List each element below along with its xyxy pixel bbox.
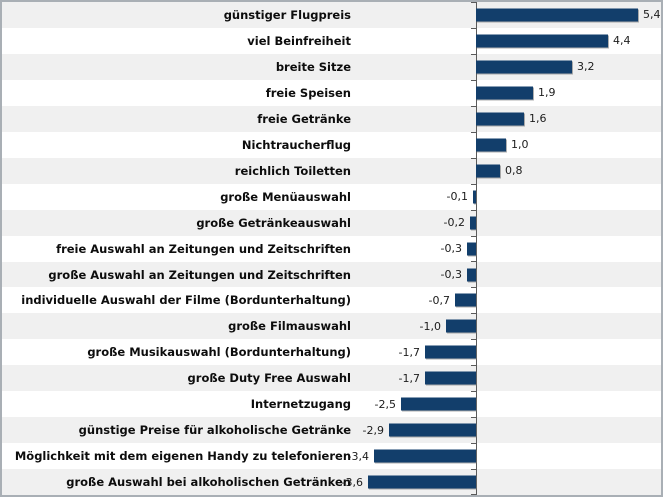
axis-baseline: [476, 2, 477, 495]
bar: [476, 164, 500, 178]
value-label: 5,4: [643, 8, 661, 22]
chart-row: große Musikauswahl (Bordunterhaltung) -1,…: [2, 339, 661, 366]
value-label: -2,9: [362, 423, 384, 437]
chart-row: individuelle Auswahl der Filme (Bordunte…: [2, 287, 661, 314]
bar: [425, 371, 476, 385]
axis-tick: [471, 417, 476, 418]
bar: [476, 112, 524, 126]
axis-tick: [471, 313, 476, 314]
chart-row: günstige Preise für alkoholische Getränk…: [2, 417, 661, 444]
value-label: -3,6: [341, 475, 363, 489]
bar: [368, 475, 476, 489]
value-label: -0,1: [446, 190, 468, 204]
chart-row: freie Auswahl an Zeitungen und Zeitschri…: [2, 235, 661, 262]
category-label: große Getränkeauswahl: [196, 215, 351, 230]
value-label: -2,5: [374, 397, 396, 411]
bar: [446, 319, 476, 333]
axis-tick: [471, 261, 476, 262]
axis-tick: [471, 158, 476, 159]
axis-tick: [471, 494, 476, 495]
value-label: -3,4: [347, 449, 369, 463]
category-label: günstiger Flugpreis: [223, 7, 351, 22]
bar: [389, 423, 476, 437]
category-label: große Menüauswahl: [220, 189, 351, 204]
chart-row: Möglichkeit mit dem eigenen Handy zu tel…: [2, 443, 661, 470]
category-label: große Auswahl bei alkoholischen Getränke…: [66, 475, 351, 490]
bar: [374, 449, 476, 463]
value-label: 1,6: [529, 112, 547, 126]
value-label: 4,4: [613, 34, 631, 48]
bar: [476, 138, 506, 152]
value-label: 1,9: [538, 86, 556, 100]
category-label: große Auswahl an Zeitungen und Zeitschri…: [48, 267, 351, 282]
category-label: freie Getränke: [257, 111, 351, 126]
bar: [476, 60, 572, 74]
value-label: -1,7: [398, 345, 420, 359]
axis-tick: [471, 287, 476, 288]
category-label: günstige Preise für alkoholische Getränk…: [78, 423, 351, 438]
axis-tick: [471, 132, 476, 133]
category-label: individuelle Auswahl der Filme (Bordunte…: [21, 293, 351, 308]
axis-tick: [471, 54, 476, 55]
bar: [425, 345, 476, 359]
value-label: -0,3: [440, 242, 462, 256]
axis-tick: [471, 391, 476, 392]
bar: [467, 242, 476, 256]
bar: [467, 268, 476, 281]
chart-row: freie Speisen 1,9: [2, 79, 661, 106]
category-label: Möglichkeit mit dem eigenen Handy zu tel…: [14, 449, 351, 464]
category-label: freie Speisen: [265, 85, 351, 100]
axis-tick: [471, 339, 476, 340]
bar: [455, 293, 476, 307]
chart-row: viel Beinfreiheit 4,4: [2, 27, 661, 54]
axis-tick: [471, 184, 476, 185]
value-label: 1,0: [511, 138, 529, 152]
bar: [401, 397, 476, 411]
value-label: 3,2: [577, 60, 595, 74]
category-label: freie Auswahl an Zeitungen und Zeitschri…: [56, 241, 351, 256]
bar: [470, 216, 476, 230]
chart-row: Internetzugang -2,5: [2, 391, 661, 418]
value-label: -0,7: [428, 293, 450, 307]
bar: [473, 190, 476, 204]
chart-row: reichlich Toiletten 0,8: [2, 157, 661, 184]
value-label: -1,0: [419, 319, 441, 333]
chart-row: breite Sitze 3,2: [2, 53, 661, 80]
category-label: viel Beinfreiheit: [247, 33, 351, 48]
category-label: große Duty Free Auswahl: [187, 371, 351, 386]
category-label: große Filmauswahl: [228, 319, 351, 334]
value-label: 0,8: [505, 164, 523, 178]
axis-tick: [471, 210, 476, 211]
chart-row: Nichtraucherflug 1,0: [2, 131, 661, 158]
category-label: reichlich Toiletten: [234, 163, 351, 178]
axis-tick: [471, 106, 476, 107]
value-label: -0,2: [443, 216, 465, 230]
chart-row: große Duty Free Auswahl -1,7: [2, 365, 661, 392]
category-label: Nichtraucherflug: [241, 137, 351, 152]
bar: [476, 34, 608, 48]
chart-row: große Getränkeauswahl -0,2: [2, 209, 661, 236]
axis-tick: [471, 469, 476, 470]
bar: [476, 86, 533, 100]
category-label: breite Sitze: [275, 59, 351, 74]
chart-row: günstiger Flugpreis 5,4: [2, 2, 661, 28]
axis-tick: [471, 443, 476, 444]
axis-tick: [471, 80, 476, 81]
chart-row: freie Getränke 1,6: [2, 105, 661, 132]
axis-tick: [471, 236, 476, 237]
axis-tick: [471, 365, 476, 366]
chart-row: große Filmauswahl -1,0: [2, 313, 661, 340]
chart-row: große Auswahl bei alkoholischen Getränke…: [2, 469, 661, 495]
bar: [476, 8, 638, 22]
value-label: -0,3: [440, 268, 462, 281]
chart-row: große Auswahl an Zeitungen und Zeitschri…: [2, 261, 661, 288]
axis-tick: [471, 2, 476, 3]
chart-row: große Menüauswahl -0,1: [2, 183, 661, 210]
axis-tick: [471, 28, 476, 29]
category-label: Internetzugang: [250, 397, 351, 412]
category-label: große Musikauswahl (Bordunterhaltung): [87, 345, 351, 360]
value-label: -1,7: [398, 371, 420, 385]
